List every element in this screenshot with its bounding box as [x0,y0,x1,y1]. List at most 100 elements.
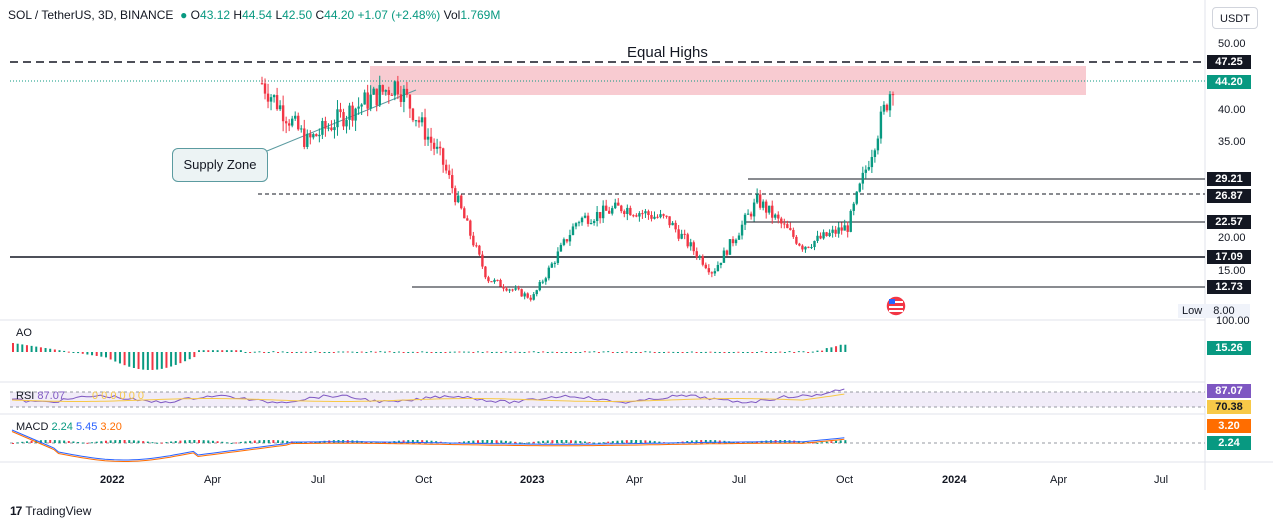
ao-bar [21,344,24,352]
candle-body [873,150,877,157]
ao-bar [588,351,591,353]
time-axis-label: 2022 [100,474,125,486]
time-axis-label: 2023 [520,474,545,486]
ao-label[interactable]: AO [16,327,32,339]
ao-bar [393,352,396,353]
macd-bar [486,440,489,443]
candle-body [777,214,780,219]
candle-body [650,215,653,219]
ao-bar [844,344,847,352]
candle-body [306,133,309,147]
ao-bar [783,352,786,353]
candle-body [858,183,861,192]
tradingview-brand[interactable]: 17 TradingView [10,504,91,518]
candle-body [420,117,424,123]
price-tick: 50.00 [1218,38,1246,50]
candle-body [387,90,391,95]
candle-body [755,194,759,203]
macd-bar [681,441,684,443]
candle-body [795,236,798,244]
candle-body [526,293,529,298]
candle-body [339,109,342,113]
candle-body [393,81,397,96]
candle-body [710,272,714,274]
us-flag-icon[interactable] [885,295,907,317]
macd-label[interactable]: MACD 2.24 5.45 3.20 [16,421,122,433]
macd-bar [495,440,498,443]
candle-body [722,250,726,263]
candle-body [740,224,744,236]
macd-bar [593,442,596,444]
candle-body [351,105,354,121]
candle-body [846,225,849,232]
candlestick-series [260,75,895,302]
ao-bar [300,351,303,353]
ao-bar [439,352,442,353]
candle-body [275,95,279,110]
ao-bar [160,352,163,369]
macd-hist-value: 2.24 [51,421,73,433]
candle-body [493,279,496,282]
time-axis-label: Apr [626,474,644,486]
ao-bar [463,351,466,353]
low-label: L [275,8,283,22]
candle-body [414,120,418,122]
candle-body [312,134,315,138]
macd-bar [514,441,517,443]
macd-bar [583,441,586,443]
macd-bar [463,441,466,443]
candle-body [870,156,874,168]
symbol-name[interactable]: SOL / TetherUS, 3D, BINANCE [8,8,174,22]
candle-body [508,289,511,291]
supply-zone-callout[interactable]: Supply Zone [172,148,268,182]
macd-bar [72,441,75,443]
ao-bar [351,351,354,353]
ao-bar [537,352,540,353]
rsi-label[interactable]: RSI 87.07 0 0 0 0 0 0 [16,390,144,402]
ao-bar [528,351,531,353]
macd-bar [370,442,373,444]
candle-body [281,105,285,122]
macd-bar [277,440,280,443]
candle-body [438,146,442,149]
currency-button[interactable]: USDT [1212,7,1258,29]
macd-bar [704,440,707,443]
price-tick: 15.00 [1218,265,1246,277]
ao-bar [635,352,638,353]
ao-bar [663,352,665,353]
ao-bar [825,348,828,352]
candle-body [402,88,406,102]
macd-bar [156,442,159,444]
rsi-line [11,388,845,404]
candle-body [801,245,804,250]
candle-body [553,262,557,264]
low-label: Low [1182,305,1203,317]
macd-bar [67,440,70,443]
candle-body [408,94,412,109]
ao-bar [53,349,56,352]
ao-bar [658,352,661,353]
candle-body [577,222,581,224]
candle-body [447,170,451,176]
candle-body [559,244,563,252]
time-axis-label: Oct [415,474,433,486]
candle-body [466,218,469,221]
macd-bar [137,440,140,443]
candle-body [475,245,478,247]
ao-bar [314,351,317,353]
ao-bar [546,352,549,353]
macd-bar [146,441,149,443]
ao-bar [230,350,233,352]
candle-body [538,282,541,291]
ao-bar [746,352,749,353]
callout-pointer [261,89,417,154]
candle-body [496,279,499,281]
macd-bar [621,440,624,443]
ao-bar [477,351,479,353]
ao-bar [667,351,670,353]
ao-bar [830,347,833,352]
macd-bar [58,440,61,443]
ao-bar [421,351,424,353]
ao-bar [839,344,842,352]
